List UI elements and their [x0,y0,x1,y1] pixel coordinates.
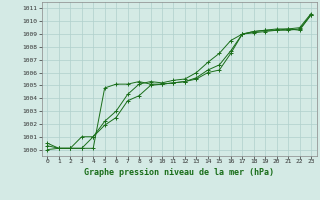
X-axis label: Graphe pression niveau de la mer (hPa): Graphe pression niveau de la mer (hPa) [84,168,274,177]
